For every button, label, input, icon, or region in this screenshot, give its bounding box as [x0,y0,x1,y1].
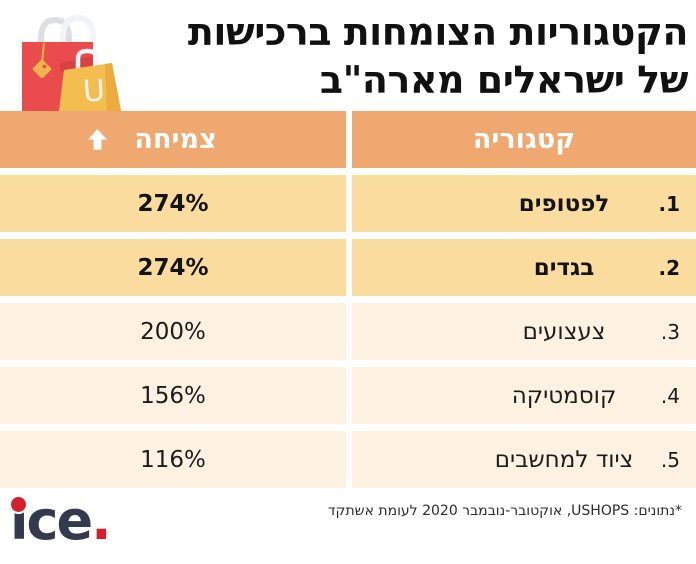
row-rank: 5. [660,447,680,472]
row-growth-value: 274% [137,190,209,217]
page-title-line1: הקטגוריות הצומחות ברכישות [187,10,689,54]
header-category: קטגוריה [352,111,696,168]
page-title: הקטגוריות הצומחות ברכישות של ישראלים מאר… [150,8,689,104]
ice-logo: ice. [9,494,112,548]
table-row-5-category: 5. ציוד למחשבים [352,431,696,488]
row-category: צעצועים [522,318,606,345]
row-growth-value: 116% [140,446,206,473]
ice-logo-dot: . [91,489,111,552]
price-tag-icon [32,59,52,79]
table-row-1-growth: 274% [0,175,346,232]
ice-logo-red-dot-icon [9,495,28,514]
header-growth-label: צמיחה [134,124,217,155]
table-row-3-growth: 200% [0,303,346,360]
bag-handle-gray-icon [38,16,72,66]
table-row-4-growth: 156% [0,367,346,424]
table-row-3-category: 3. צעצועים [352,303,696,360]
row-category: קוסמטיקה [511,382,617,409]
yellow-bag-letter: U [82,73,106,109]
row-growth-value: 156% [140,382,206,409]
row-category: ציוד למחשבים [494,446,634,473]
table-row-2-growth: 274% [0,239,346,296]
row-rank: 3. [660,319,680,344]
row-rank: 1. [658,191,680,216]
table-row-5-growth: 116% [0,431,346,488]
row-rank: 4. [660,383,680,408]
header-growth: צמיחה [0,111,346,168]
row-category: בגדים [533,254,595,281]
row-growth-value: 274% [137,254,209,281]
yellow-bag-shade [105,63,121,111]
tag-string [41,42,45,64]
up-arrow-icon [88,129,108,150]
table-row-2-category: 2. בגדים [352,239,696,296]
yellow-bag-handle-icon [75,48,99,71]
table-row-4-category: 4. קוסמטיקה [352,367,696,424]
row-rank: 2. [658,255,680,280]
bag-handle-white-icon [60,14,96,64]
source-note: *נתונים: USHOPS, אוקטובר-נובמבר 2020 לעו… [327,503,682,519]
row-growth-value: 200% [140,318,206,345]
row-category: לפטופים [518,190,610,217]
table-row-1-category: 1. לפטופים [352,175,696,232]
header-category-label: קטגוריה [472,124,576,155]
growth-table: קטגוריה צמיחה 1. לפטופים 274% 2. בגדים 2… [0,111,696,488]
page-title-line2: של ישראלים מארה"ב [319,58,689,102]
shopping-bags-icon: U [22,14,121,111]
